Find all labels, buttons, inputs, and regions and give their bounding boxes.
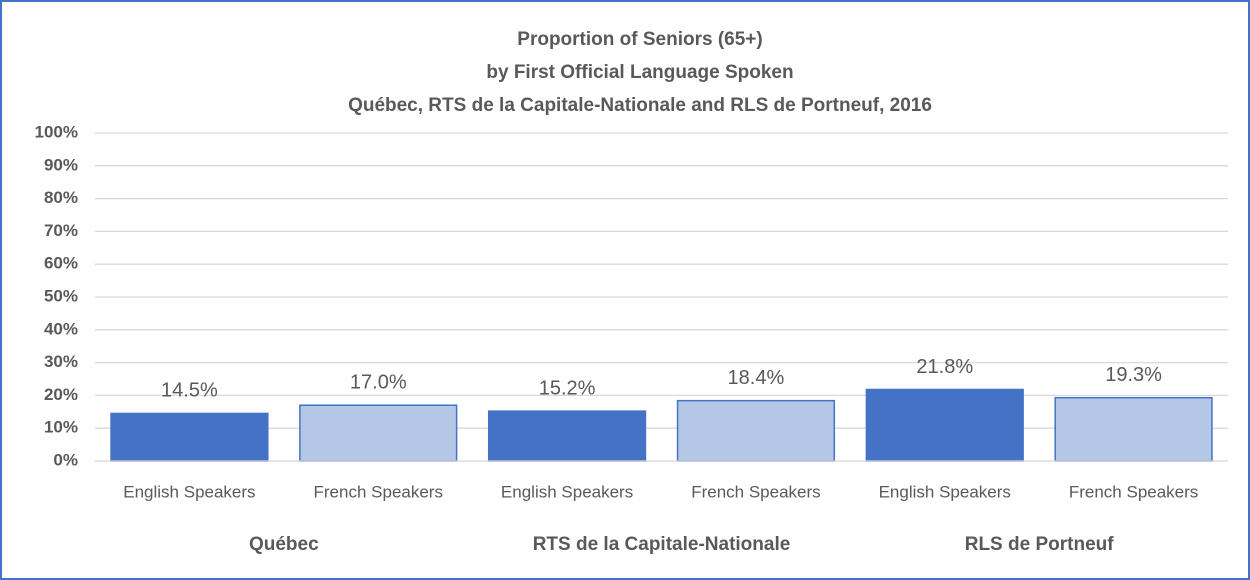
x-tick-label: French Speakers	[691, 482, 820, 501]
y-tick-label: 20%	[44, 385, 78, 404]
y-tick-label: 60%	[44, 254, 78, 273]
y-tick-label: 0%	[53, 450, 78, 469]
bar	[299, 404, 458, 462]
y-tick-label: 10%	[44, 418, 78, 437]
y-tick-label: 50%	[44, 286, 78, 305]
y-tick-label: 30%	[44, 352, 78, 371]
bar	[865, 388, 1024, 462]
x-tick-label: English Speakers	[123, 482, 255, 501]
bar	[110, 412, 269, 462]
data-label: 14.5%	[161, 380, 218, 402]
data-label: 21.8%	[916, 356, 973, 378]
chart-title: Proportion of Seniors (65+)	[517, 29, 762, 50]
y-tick-label: 100%	[35, 122, 78, 141]
x-tick-label: English Speakers	[879, 482, 1011, 501]
data-label: 15.2%	[539, 377, 596, 399]
bar	[1054, 396, 1213, 462]
data-label: 18.4%	[728, 367, 785, 389]
group-label: Québec	[249, 534, 319, 555]
x-tick-label: English Speakers	[501, 482, 633, 501]
chart-title: Québec, RTS de la Capitale-Nationale and…	[348, 95, 932, 116]
y-tick-label: 80%	[44, 188, 78, 207]
y-tick-label: 40%	[44, 319, 78, 338]
group-label: RLS de Portneuf	[965, 534, 1115, 555]
bar	[676, 399, 836, 462]
group-label: RTS de la Capitale-Nationale	[533, 534, 791, 555]
x-tick-label: French Speakers	[314, 482, 443, 501]
data-label: 17.0%	[350, 372, 407, 394]
bar	[487, 410, 647, 462]
y-tick-label: 70%	[44, 221, 78, 240]
data-label: 19.3%	[1105, 364, 1162, 386]
x-tick-label: French Speakers	[1069, 482, 1198, 501]
y-tick-label: 90%	[44, 155, 78, 174]
chart-title: by First Official Language Spoken	[486, 62, 793, 83]
